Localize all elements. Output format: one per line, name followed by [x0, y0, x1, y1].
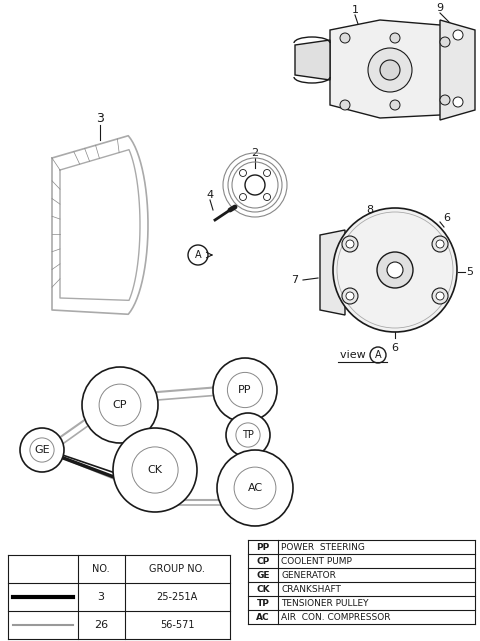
Circle shape [340, 33, 350, 43]
Text: 56-571: 56-571 [160, 620, 194, 630]
Circle shape [368, 48, 412, 92]
Circle shape [390, 33, 400, 43]
Circle shape [387, 262, 403, 278]
Circle shape [264, 194, 271, 201]
Circle shape [245, 175, 265, 195]
Circle shape [377, 252, 413, 288]
Text: CK: CK [147, 465, 163, 475]
Circle shape [340, 100, 350, 110]
Text: GROUP NO.: GROUP NO. [149, 564, 205, 574]
Text: view: view [340, 350, 369, 360]
Text: TP: TP [257, 599, 269, 608]
Text: A: A [195, 250, 201, 260]
Text: POWER  STEERING: POWER STEERING [281, 542, 365, 551]
Text: PP: PP [238, 385, 252, 395]
Circle shape [380, 60, 400, 80]
Circle shape [217, 450, 293, 526]
Circle shape [440, 37, 450, 47]
Circle shape [20, 428, 64, 472]
Circle shape [342, 288, 358, 304]
Text: 5: 5 [467, 267, 473, 277]
Text: AIR  CON. COMPRESSOR: AIR CON. COMPRESSOR [281, 613, 391, 622]
Circle shape [432, 288, 448, 304]
Text: GE: GE [256, 570, 270, 579]
Text: TP: TP [242, 430, 254, 440]
Circle shape [333, 208, 457, 332]
Circle shape [346, 240, 354, 248]
Circle shape [440, 95, 450, 105]
Text: NO.: NO. [92, 564, 110, 574]
Text: CK: CK [256, 585, 270, 594]
Text: 3: 3 [96, 112, 104, 124]
Text: 25-251A: 25-251A [156, 592, 198, 602]
Text: 9: 9 [436, 3, 444, 13]
Circle shape [346, 292, 354, 300]
Text: 7: 7 [291, 275, 299, 285]
Circle shape [82, 367, 158, 443]
Text: 3: 3 [97, 592, 105, 602]
Text: CP: CP [113, 400, 127, 410]
Circle shape [226, 413, 270, 457]
Circle shape [436, 240, 444, 248]
Text: AC: AC [256, 613, 270, 622]
Circle shape [453, 30, 463, 40]
Text: GENERATOR: GENERATOR [281, 570, 336, 579]
Polygon shape [330, 20, 465, 118]
Text: 6: 6 [392, 343, 398, 353]
Text: GE: GE [34, 445, 50, 455]
Text: 6: 6 [444, 213, 451, 223]
Circle shape [113, 428, 197, 512]
Circle shape [240, 194, 246, 201]
Text: A: A [375, 350, 381, 360]
Circle shape [453, 97, 463, 107]
Text: 26: 26 [94, 620, 108, 630]
Text: TENSIONER PULLEY: TENSIONER PULLEY [281, 599, 369, 608]
Text: COOLENT PUMP: COOLENT PUMP [281, 556, 352, 565]
Text: CP: CP [256, 556, 270, 565]
Text: AC: AC [247, 483, 263, 493]
Text: 8: 8 [366, 205, 373, 215]
Polygon shape [295, 40, 330, 80]
Text: PP: PP [256, 542, 270, 551]
Circle shape [342, 236, 358, 252]
Text: 4: 4 [206, 190, 214, 200]
Circle shape [213, 358, 277, 422]
Text: 2: 2 [252, 148, 259, 158]
Polygon shape [320, 230, 345, 315]
Circle shape [436, 292, 444, 300]
Circle shape [432, 236, 448, 252]
Polygon shape [440, 20, 475, 120]
Text: CRANKSHAFT: CRANKSHAFT [281, 585, 341, 594]
Circle shape [264, 169, 271, 176]
Circle shape [390, 100, 400, 110]
Circle shape [240, 169, 246, 176]
Text: 1: 1 [351, 5, 359, 15]
